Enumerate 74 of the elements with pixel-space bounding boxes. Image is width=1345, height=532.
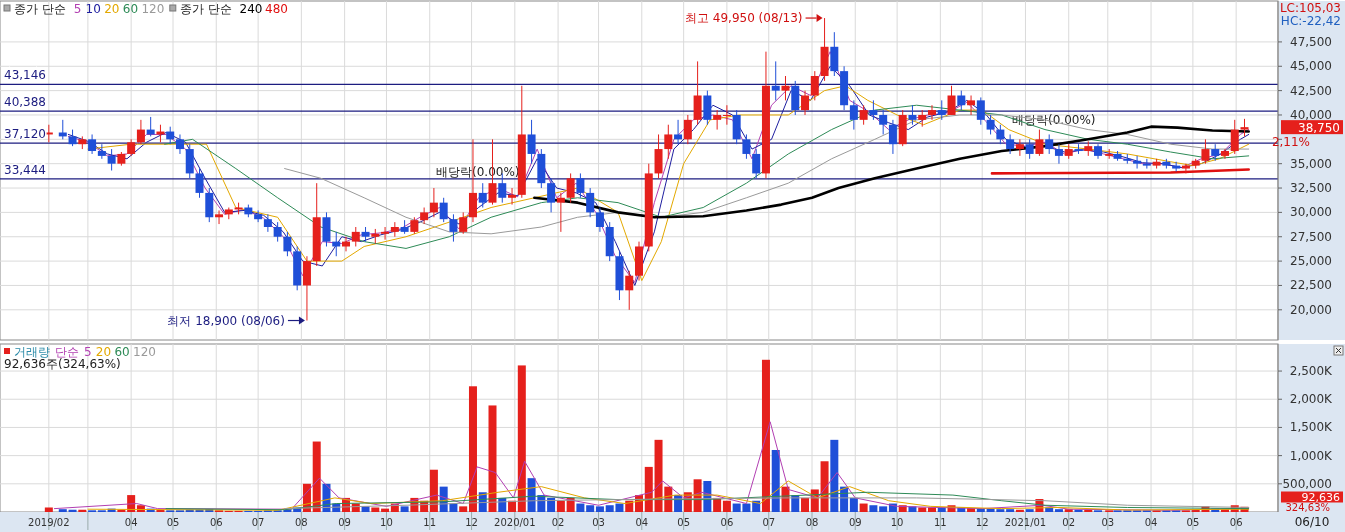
x-tick-label: 12 xyxy=(465,517,478,528)
annotation: 배당락(0.00%) xyxy=(1012,113,1096,127)
x-tick-label: 05 xyxy=(1186,517,1200,528)
text: 10 xyxy=(85,2,101,16)
x-tick-label: 09 xyxy=(848,517,862,528)
x-tick-label: 2021/01 xyxy=(1004,517,1047,528)
x-tick-label: 11 xyxy=(934,517,947,528)
text: 5 xyxy=(73,2,82,16)
x-tick-label: 02 xyxy=(551,517,565,528)
legend-label: 거래량 xyxy=(14,345,50,359)
text: 120 xyxy=(133,345,156,359)
y-tick-label: 40,000 xyxy=(1290,107,1332,122)
x-tick-label: 10 xyxy=(380,517,393,528)
y-tick-label: 2,500K xyxy=(1289,364,1334,379)
text: HC:-22,42 xyxy=(1280,14,1341,28)
x-tick-label: 07 xyxy=(762,517,776,528)
text: 5 xyxy=(84,345,92,359)
x-tick-label: 11 xyxy=(423,517,437,528)
x-tick-label: 04 xyxy=(1144,517,1158,528)
text: 240 xyxy=(239,2,263,16)
y-tick-label: 27,500 xyxy=(1290,229,1332,244)
y-tick-label: 1,500K xyxy=(1289,420,1334,435)
y-tick-label: 25,000 xyxy=(1290,254,1332,269)
y-tick-label: 2,000K xyxy=(1289,392,1334,407)
x-tick-label: 05 xyxy=(166,517,180,528)
ref-line-label: 40,388 xyxy=(4,95,46,110)
y-tick-label: 35,000 xyxy=(1290,156,1332,171)
x-tick-label: 03 xyxy=(592,517,605,528)
text: 60 xyxy=(122,2,139,16)
legend-title: 종가 단순 xyxy=(14,2,66,16)
y-tick-label: 1,000K xyxy=(1289,448,1334,463)
x-tick-label: 2019/02 xyxy=(28,517,70,528)
ref-line-label: 37,120 xyxy=(4,127,46,142)
ref-line-label: 43,146 xyxy=(4,68,46,83)
annotation: 최저 18,900 (08/06) xyxy=(167,313,285,328)
legend-title: 단순 xyxy=(55,345,79,359)
y-tick-label: 32,500 xyxy=(1290,181,1332,196)
x-tick-label: 08 xyxy=(295,517,308,528)
x-tick-label: 03 xyxy=(1101,517,1115,528)
y-tick-label: 45,000 xyxy=(1290,59,1332,74)
text: 38,750 xyxy=(1298,121,1340,136)
y-tick-label: 22,500 xyxy=(1290,278,1332,293)
text: 60 xyxy=(114,345,130,359)
x-tick-label: 06 xyxy=(1229,517,1243,528)
y-tick-label: 500,000 xyxy=(1282,476,1332,491)
x-tick-label: 05 xyxy=(677,517,691,528)
text: 06/10 xyxy=(1294,515,1330,529)
x-tick-label: 08 xyxy=(805,517,819,528)
annotation: 최고 49,950 (08/13) xyxy=(685,11,803,26)
text: 324,63% xyxy=(1285,502,1330,513)
x-tick-label: 04 xyxy=(635,517,649,528)
legend-label: 120 xyxy=(141,2,165,16)
x-tick-label: 07 xyxy=(251,517,265,528)
text: 480 xyxy=(265,2,288,16)
text: LC:105,03 xyxy=(1279,1,1341,15)
y-tick-label: 20,000 xyxy=(1290,302,1332,317)
y-tick-label: 42,500 xyxy=(1290,83,1332,98)
x-tick-label: 02 xyxy=(1062,517,1076,528)
x-tick-label: 04 xyxy=(124,517,138,528)
annotation: 2,11% xyxy=(1271,135,1310,150)
ref-line-label: 33,444 xyxy=(4,162,46,177)
text: 20 xyxy=(95,345,112,359)
annotation: 92,636주(324,63%) xyxy=(4,357,121,371)
y-tick-label: 47,500 xyxy=(1290,34,1332,49)
x-tick-label: 09 xyxy=(338,517,351,528)
x-tick-label: 06 xyxy=(209,517,223,528)
x-tick-label: 10 xyxy=(890,517,904,528)
y-tick-label: 30,000 xyxy=(1290,205,1332,220)
text: 종가 단순 xyxy=(179,2,232,16)
text: 92,636 xyxy=(1301,491,1340,504)
x-tick-label: 06 xyxy=(720,517,734,528)
x-tick-label: 2020/01 xyxy=(494,517,536,528)
x-tick-label: 12 xyxy=(975,517,989,528)
text: 20 xyxy=(104,2,120,16)
